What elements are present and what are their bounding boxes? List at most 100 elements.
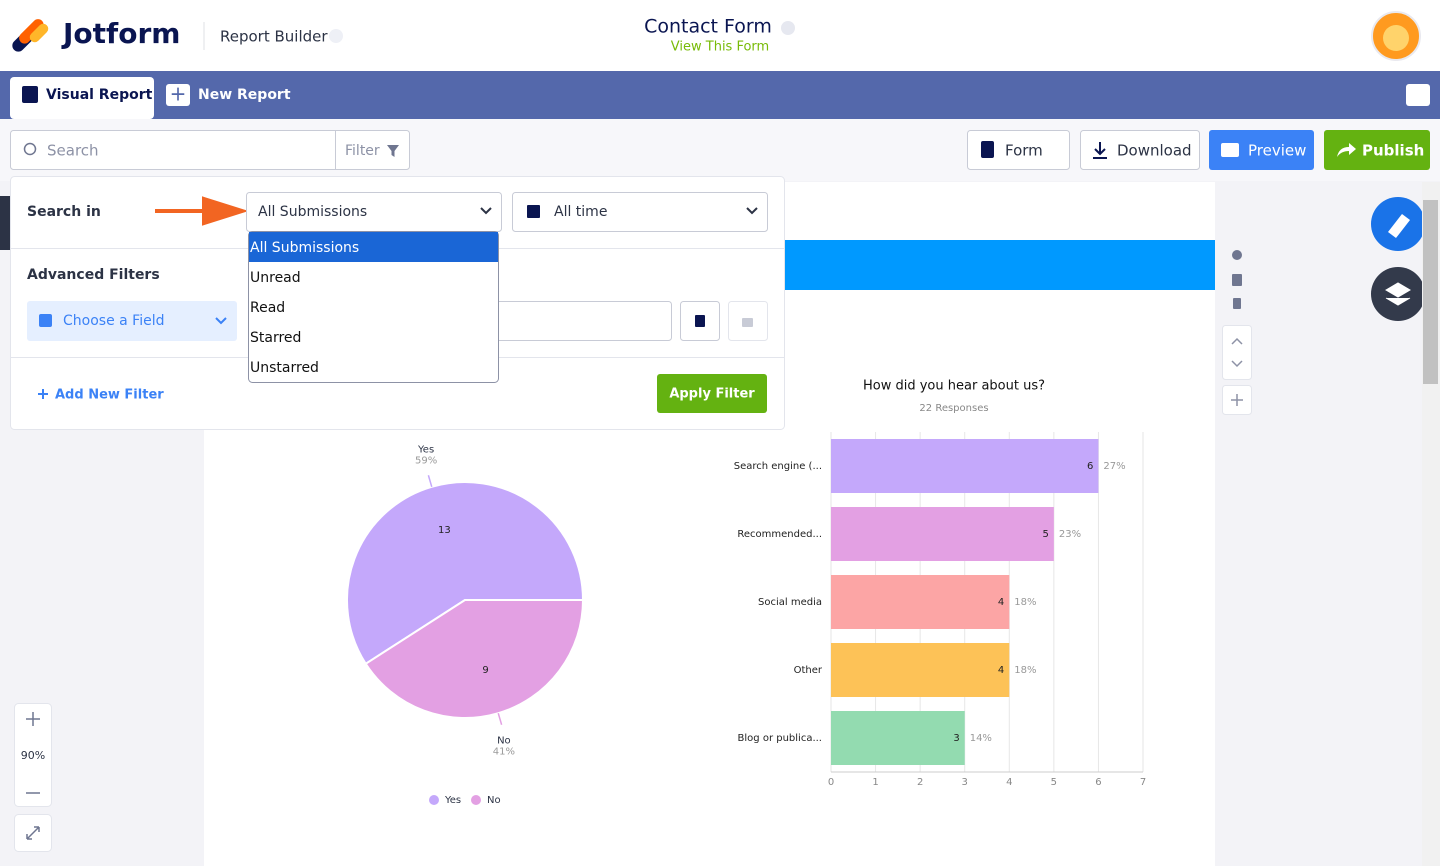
bar-value: 6 (1087, 461, 1093, 472)
option[interactable]: Read (250, 300, 285, 316)
design-icon (1388, 214, 1410, 238)
scrollbar-thumb[interactable] (1423, 200, 1438, 384)
tab-label[interactable]: Visual Report (46, 87, 153, 103)
bar-percent: 18% (1014, 597, 1036, 608)
tab-active[interactable] (10, 77, 154, 119)
bar-percent: 23% (1059, 529, 1081, 540)
delete-icon[interactable] (1233, 298, 1241, 309)
select-value: All time (554, 204, 607, 220)
option[interactable]: Starred (250, 330, 301, 346)
bar-percent: 14% (970, 733, 992, 744)
copy-icon[interactable] (1232, 274, 1242, 286)
app-name[interactable]: Report Builder (220, 28, 328, 46)
menu-icon[interactable] (1406, 84, 1430, 106)
search-placeholder: Search (47, 142, 99, 160)
bar-value: 5 (1042, 529, 1048, 540)
value-input[interactable] (490, 301, 672, 341)
bar-percent: 27% (1103, 461, 1125, 472)
page-tools (1232, 250, 1242, 309)
slice-value: 9 (482, 665, 488, 676)
download-icon (1093, 142, 1107, 159)
bar-value: 4 (998, 597, 1004, 608)
publish-label: Publish (1362, 142, 1424, 160)
report-banner (785, 240, 1215, 290)
header (0, 0, 1440, 71)
select-value: All Submissions (258, 204, 367, 220)
calendar-icon (527, 205, 540, 218)
form-label: Form (1005, 142, 1043, 160)
category-label: Search engine (... (734, 461, 822, 472)
search-icon (23, 142, 37, 156)
select-value: Choose a Field (63, 313, 164, 329)
layers-icon (1385, 282, 1411, 306)
fullscreen-icon (26, 826, 40, 840)
preview-button[interactable] (1209, 130, 1314, 170)
zoom-buttons[interactable] (26, 712, 40, 794)
move-buttons[interactable] (1222, 325, 1252, 380)
time-select[interactable] (512, 192, 768, 232)
chevron[interactable] (781, 21, 795, 35)
apply-button[interactable] (657, 374, 767, 413)
form-link[interactable]: View This Form (671, 40, 769, 55)
arrow-annotation (155, 196, 249, 226)
slice-percent: 59% (415, 456, 437, 467)
legend-label: No (487, 795, 501, 806)
chevron (480, 207, 492, 215)
x-tick-label: 3 (962, 777, 968, 788)
form-button[interactable] (967, 130, 1070, 170)
plus (1231, 394, 1243, 406)
filter-button[interactable]: Filter (345, 143, 380, 159)
category-label: Other (794, 665, 823, 676)
chevron (215, 317, 227, 325)
avatar-face (1383, 25, 1409, 51)
settings-icon[interactable] (1232, 250, 1242, 260)
slice-label: Yes (417, 445, 434, 456)
logo (12, 19, 49, 52)
apply-label: Apply Filter (669, 387, 755, 402)
search-box[interactable] (10, 130, 410, 170)
option[interactable]: Unread (250, 270, 301, 286)
add-filter[interactable]: Add New Filter (55, 388, 164, 403)
add-icon[interactable] (166, 84, 190, 106)
trash-icon (695, 315, 705, 327)
x-tick-label: 4 (1006, 777, 1012, 788)
bar-value: 4 (998, 665, 1004, 676)
option[interactable]: Unstarred (250, 360, 319, 376)
bar (831, 439, 1099, 493)
x-tick-label: 5 (1051, 777, 1057, 788)
zoom-level: 90% (21, 749, 45, 762)
download-button[interactable] (1080, 130, 1200, 170)
chevron (746, 207, 758, 215)
filter-icon (387, 145, 399, 157)
leader-line (497, 713, 503, 725)
tab-label[interactable]: New Report (198, 87, 291, 103)
field-icon (39, 314, 52, 327)
slice-label: No (497, 735, 511, 746)
side-tab (0, 196, 12, 250)
zoom-controls (14, 703, 52, 807)
lock-icon (742, 318, 753, 327)
category-label: Social media (758, 597, 822, 608)
category-label: Recommended... (737, 529, 822, 540)
x-tick-label: 0 (828, 777, 834, 788)
plus: + (170, 82, 187, 106)
bar-value: 3 (953, 733, 959, 744)
plus (38, 389, 48, 399)
publish-button[interactable] (1324, 130, 1430, 170)
bar (831, 643, 1010, 697)
chevron[interactable] (329, 29, 343, 43)
publish-icon (1337, 143, 1356, 157)
option[interactable]: All Submissions (250, 240, 359, 256)
field-select[interactable] (27, 301, 237, 341)
brand[interactable]: Jotform (61, 17, 180, 50)
download-label: Download (1117, 142, 1192, 160)
x-tick-label: 6 (1095, 777, 1101, 788)
chart-subtitle: 22 Responses (919, 403, 988, 414)
pie-slice (346, 481, 585, 666)
bar (831, 575, 1010, 629)
options: All Submissions Unread Read Starred Unstarre… (249, 232, 498, 376)
search-in-label: Search in (27, 204, 101, 220)
arrows (1231, 337, 1243, 368)
advanced-filters-label: Advanced Filters (27, 267, 160, 283)
